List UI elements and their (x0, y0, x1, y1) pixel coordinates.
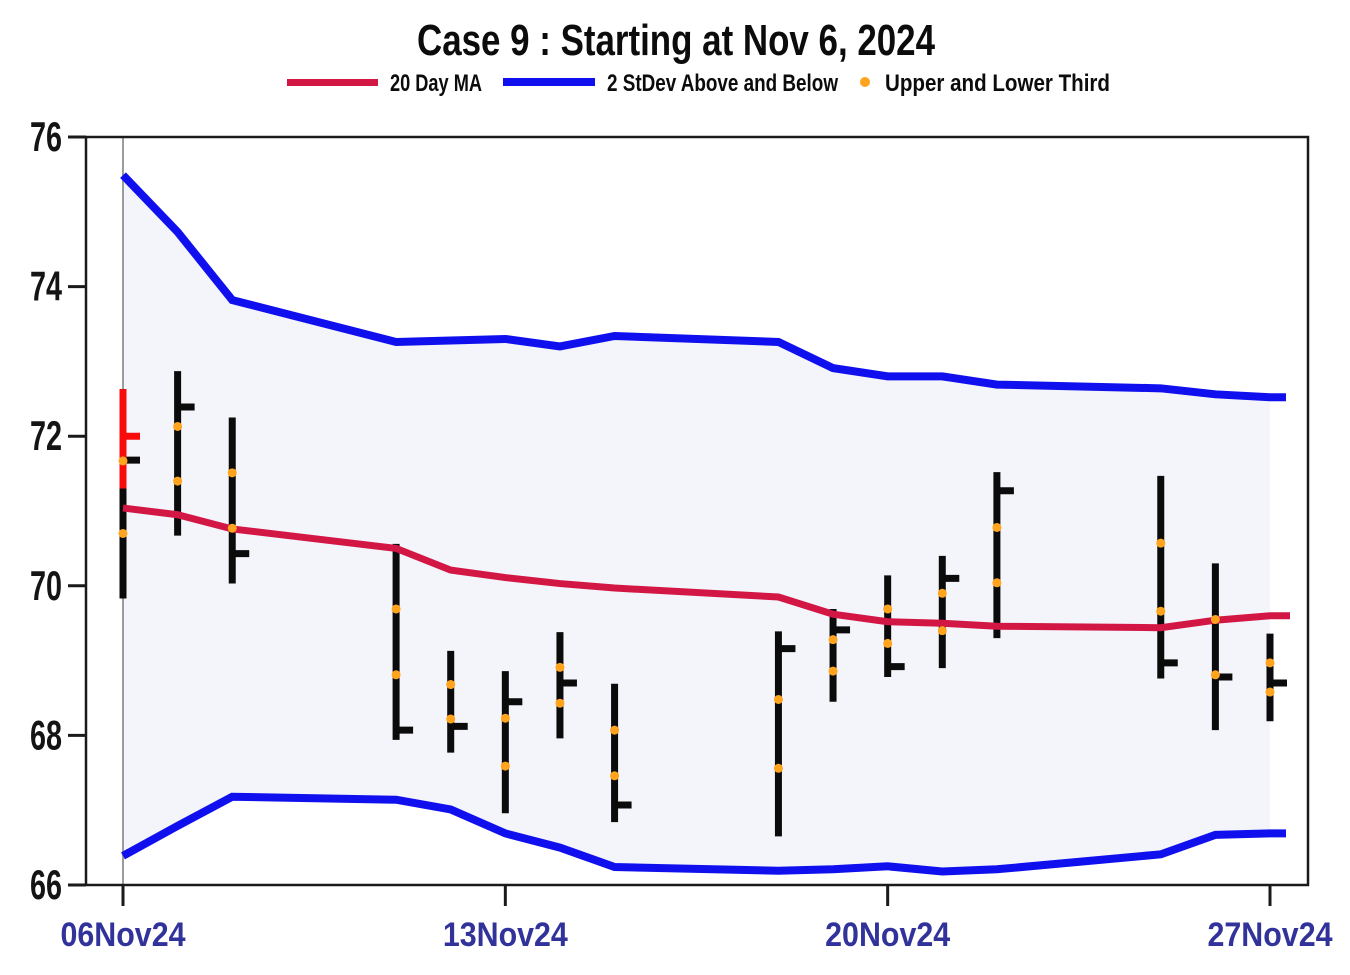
y-tick-label: 74 (30, 263, 62, 310)
y-tick-label: 68 (30, 711, 62, 758)
third-dot (610, 725, 620, 735)
third-dot (173, 476, 183, 486)
third-dot (828, 635, 838, 645)
upper-band-line (120, 172, 1286, 402)
y-tick-label: 76 (30, 113, 62, 160)
y-tick-label: 72 (30, 412, 62, 459)
ma-line (122, 504, 1290, 632)
third-dot (500, 713, 510, 723)
chart-title: Case 9 : Starting at Nov 6, 2024 (417, 16, 935, 65)
legend-thirds-label: Upper and Lower Third (885, 70, 1110, 97)
y-tick-label: 70 (30, 562, 62, 609)
third-dot (883, 604, 893, 614)
third-dot (446, 680, 456, 690)
x-tick-label: 20Nov24 (825, 916, 950, 954)
legend-band-label: 2 StDev Above and Below (607, 70, 838, 97)
x-tick-label: 13Nov24 (443, 916, 568, 954)
third-dot (500, 761, 510, 771)
third-dot (391, 670, 401, 680)
third-dot (555, 662, 565, 672)
third-dot (555, 698, 565, 708)
x-tick-label: 27Nov24 (1208, 916, 1333, 954)
third-dot (391, 604, 401, 614)
third-dot (937, 588, 947, 598)
third-dot (1156, 606, 1166, 616)
x-tick-label: 06Nov24 (61, 916, 186, 954)
third-dot (1265, 658, 1275, 668)
third-dot (227, 468, 237, 478)
third-dot (173, 421, 183, 431)
third-dot (883, 638, 893, 648)
legend-band-line-swatch (503, 78, 595, 86)
third-dot (446, 714, 456, 724)
plot-area: 76 74 72 70 68 66 06Nov24 13Nov24 20Nov24 27Nov24 (30, 113, 1333, 954)
third-dot (1210, 670, 1220, 680)
legend-thirds-dot (860, 77, 870, 87)
plot-frame (84, 135, 1310, 887)
lower-band-line (121, 792, 1286, 876)
third-dot (118, 528, 128, 538)
third-dot (992, 578, 1002, 588)
third-dot (773, 763, 783, 773)
third-dot (937, 626, 947, 636)
third-dot (773, 694, 783, 704)
third-dot (227, 523, 237, 533)
third-dot (1265, 687, 1275, 697)
third-dot (1210, 614, 1220, 624)
third-dot (992, 522, 1002, 532)
chart-legend: 20 Day MA 2 StDev Above and Below Upper … (287, 70, 1110, 97)
band-fill-region (123, 175, 1270, 872)
third-dot (118, 456, 128, 466)
legend-ma-label: 20 Day MA (390, 70, 482, 97)
third-dot (828, 666, 838, 676)
third-dot (610, 771, 620, 781)
third-dot (1156, 538, 1166, 548)
legend-ma-line-swatch (287, 79, 378, 86)
y-tick-label: 66 (30, 861, 62, 908)
